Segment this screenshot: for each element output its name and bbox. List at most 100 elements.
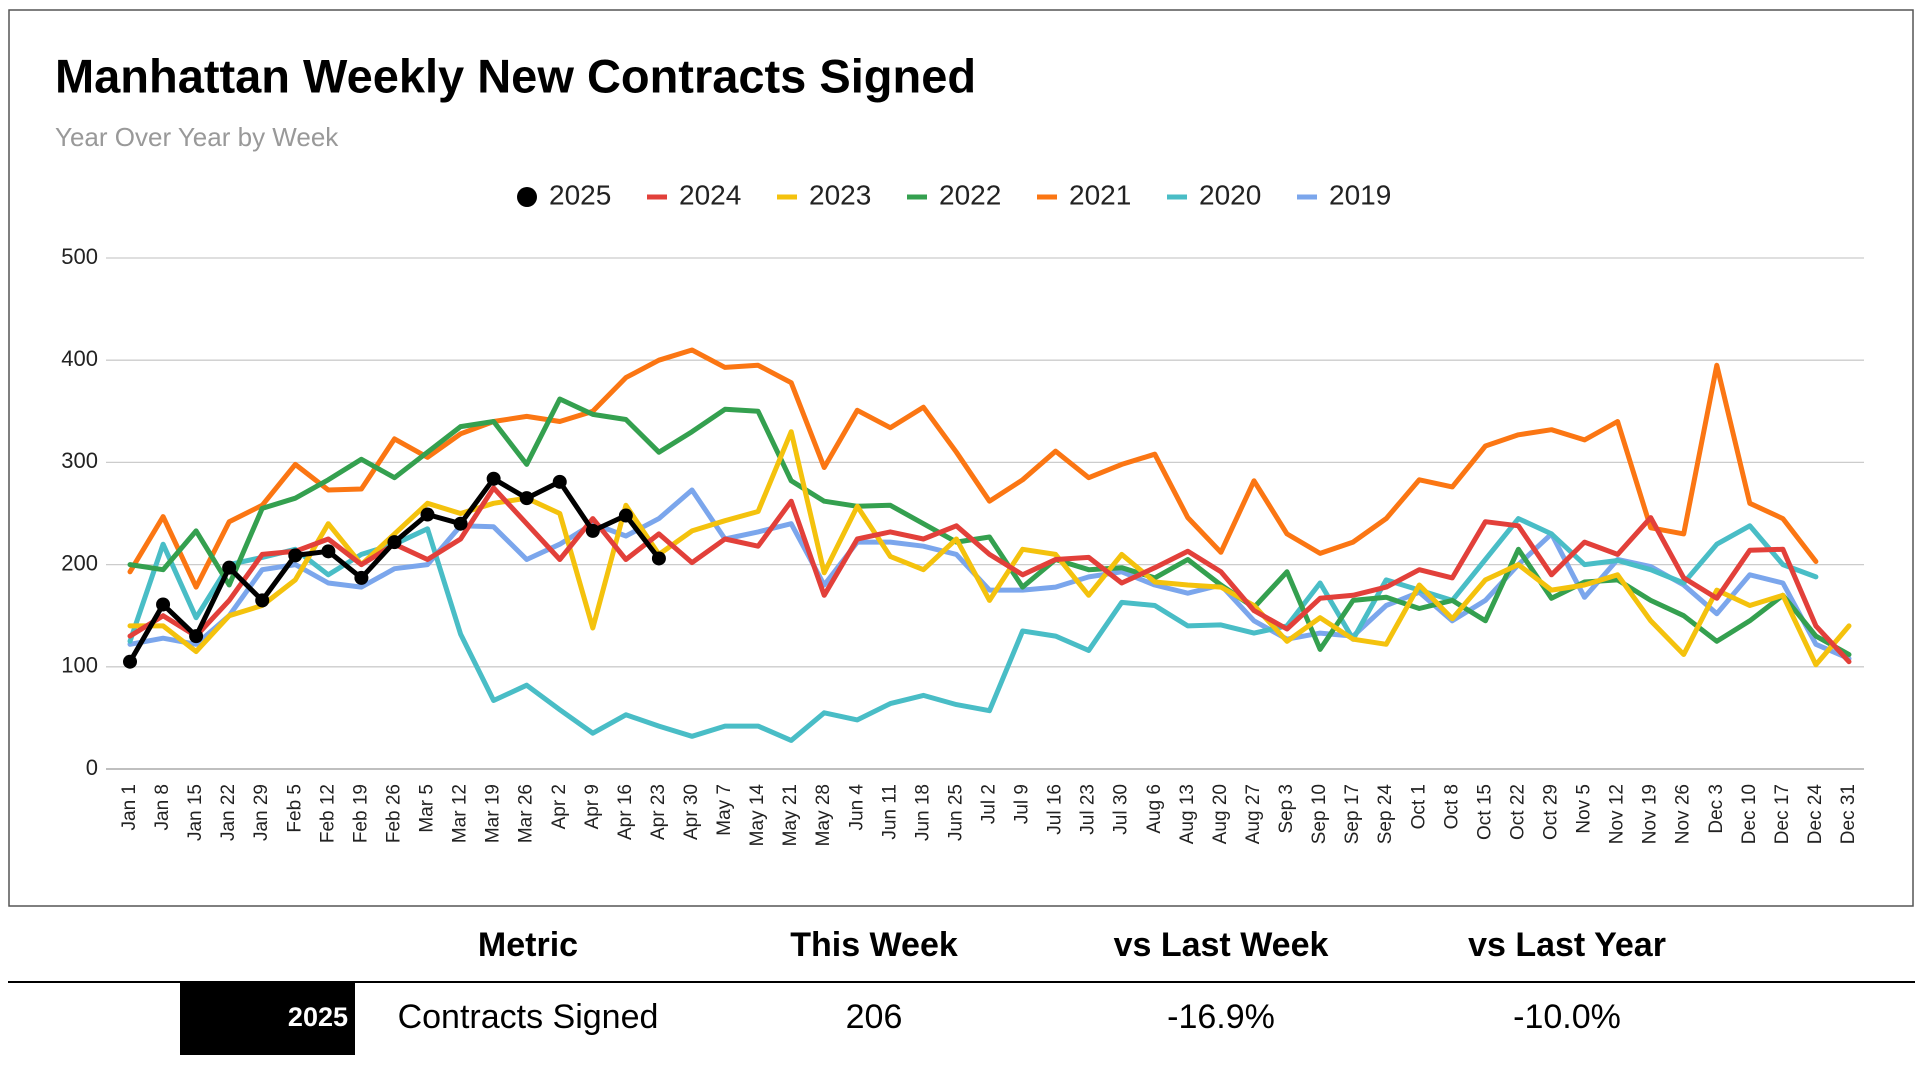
point-marker (156, 597, 171, 612)
series-line (127, 487, 1852, 662)
x-tick-label: Apr 23 (648, 784, 669, 840)
table-cell: -10.0% (1513, 998, 1621, 1036)
x-tick-label: Apr 30 (681, 784, 702, 840)
point-marker (420, 507, 435, 522)
table-cell: -16.9% (1167, 998, 1275, 1036)
x-tick-label: Jun 11 (879, 784, 900, 840)
x-tick-label: Sep 24 (1375, 784, 1396, 845)
x-tick-label: Apr 16 (615, 784, 636, 840)
table-header: vs Last Week (1114, 926, 1329, 964)
x-tick-label: May 21 (780, 784, 801, 846)
x-tick-label: Dec 17 (1772, 784, 1793, 844)
x-tick-label: Feb 19 (350, 784, 371, 843)
series-line (127, 516, 1819, 743)
legend-label: 2019 (1329, 179, 1391, 210)
x-tick-label: Jan 15 (185, 784, 206, 841)
x-tick-label: Jul 9 (1012, 784, 1033, 824)
legend-label: 2021 (1069, 179, 1131, 210)
x-tick-label: Oct 1 (1408, 784, 1429, 829)
y-tick-label: 100 (61, 653, 98, 678)
table-cell: Contracts Signed (398, 998, 659, 1036)
x-tick-label: Mar 5 (417, 784, 438, 833)
x-tick-label: Jul 23 (1078, 784, 1099, 835)
x-tick-label: Dec 31 (1838, 784, 1859, 844)
table-header: Metric (478, 926, 578, 964)
point-marker (486, 471, 501, 486)
x-tick-label: Nov 19 (1640, 784, 1661, 844)
x-tick-label: Oct 8 (1441, 784, 1462, 829)
table-header: This Week (790, 926, 958, 964)
point-marker (519, 491, 534, 506)
x-tick-label: May 7 (714, 784, 735, 836)
x-tick-label: Jun 25 (945, 784, 966, 841)
y-tick-label: 400 (61, 346, 98, 371)
legend-label: 2022 (939, 179, 1001, 210)
point-marker (321, 544, 336, 559)
x-tick-label: Nov 26 (1673, 784, 1694, 844)
x-tick-label: Feb 26 (383, 784, 404, 843)
x-tick-label: Dec 3 (1706, 784, 1727, 834)
x-tick-label: Aug 13 (1177, 784, 1198, 844)
x-tick-label: Oct 29 (1540, 784, 1561, 840)
x-tick-label: Dec 24 (1805, 784, 1826, 845)
series-line (127, 485, 1852, 665)
table-cell: 206 (846, 998, 903, 1036)
y-tick-label: 300 (61, 448, 98, 473)
legend-label: 2020 (1199, 179, 1261, 210)
x-tick-label: Jul 16 (1045, 784, 1066, 835)
x-tick-label: Jun 4 (846, 784, 867, 831)
point-marker (387, 535, 402, 550)
point-marker (123, 654, 137, 669)
x-tick-label: Jan 22 (218, 784, 239, 841)
y-tick-label: 200 (61, 550, 98, 575)
x-tick-label: Jan 1 (119, 784, 140, 830)
x-tick-label: Oct 22 (1507, 784, 1528, 840)
x-tick-label: Aug 27 (1243, 784, 1264, 844)
y-tick-label: 500 (61, 244, 98, 269)
chart-subtitle: Year Over Year by Week (55, 122, 339, 152)
x-tick-label: May 14 (747, 784, 768, 847)
x-tick-label: Sep 10 (1309, 784, 1330, 844)
point-marker (354, 570, 369, 585)
x-tick-label: Nov 12 (1607, 784, 1628, 844)
x-tick-label: Sep 17 (1342, 784, 1363, 844)
legend-marker (517, 187, 537, 207)
point-marker (585, 523, 600, 538)
legend-label: 2023 (809, 179, 871, 210)
series-line (127, 347, 1819, 590)
point-marker (189, 629, 204, 644)
series-line (127, 429, 1852, 668)
point-marker (255, 593, 270, 608)
x-tick-label: Jun 18 (912, 784, 933, 841)
x-tick-label: Feb 12 (317, 784, 338, 843)
point-marker (651, 551, 666, 566)
x-tick-label: Mar 19 (483, 784, 504, 843)
x-tick-label: Jan 8 (152, 784, 173, 830)
x-tick-label: Sep 3 (1276, 784, 1297, 834)
x-tick-label: Oct 15 (1474, 784, 1495, 840)
x-tick-label: Feb 5 (284, 784, 305, 833)
x-tick-label: Jul 2 (979, 784, 1000, 824)
x-tick-label: Jan 29 (251, 784, 272, 841)
x-tick-label: Mar 26 (516, 784, 537, 843)
point-marker (618, 508, 633, 523)
row-badge (180, 983, 355, 1055)
legend-label: 2025 (549, 179, 611, 210)
x-tick-label: Mar 12 (450, 784, 471, 843)
point-marker (288, 548, 303, 563)
table-header: vs Last Year (1468, 926, 1666, 964)
x-tick-label: Apr 2 (549, 784, 570, 829)
point-marker (453, 516, 468, 531)
point-marker (222, 560, 237, 575)
x-tick-label: Dec 10 (1739, 784, 1760, 844)
x-tick-label: Apr 9 (582, 784, 603, 829)
x-tick-label: Aug 6 (1144, 784, 1165, 834)
x-tick-label: May 28 (813, 784, 834, 846)
x-tick-label: Aug 20 (1210, 784, 1231, 844)
y-tick-label: 0 (86, 755, 98, 780)
legend-label: 2024 (679, 179, 741, 210)
chart-title: Manhattan Weekly New Contracts Signed (55, 49, 976, 102)
x-tick-label: Jul 30 (1111, 784, 1132, 835)
